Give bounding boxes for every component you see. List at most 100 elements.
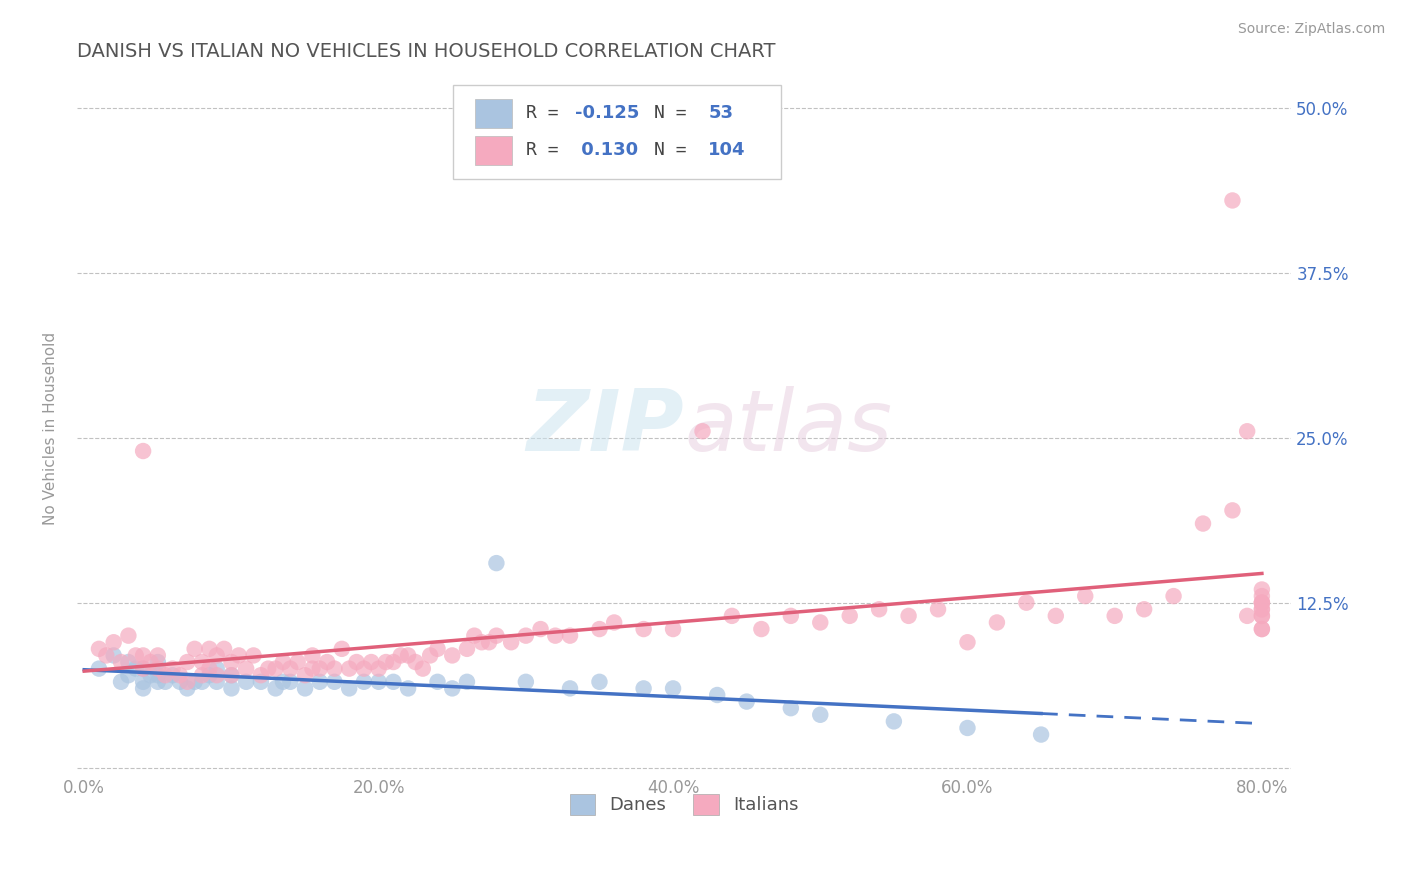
Text: -0.125: -0.125 bbox=[575, 103, 640, 122]
Point bbox=[1236, 608, 1258, 623]
Point bbox=[96, 648, 118, 663]
Point bbox=[271, 655, 294, 669]
Point bbox=[176, 655, 198, 669]
Point bbox=[153, 674, 176, 689]
Point bbox=[956, 635, 979, 649]
Point bbox=[808, 707, 831, 722]
Point bbox=[205, 662, 228, 676]
Point bbox=[1133, 602, 1156, 616]
Point bbox=[264, 681, 287, 696]
Point bbox=[110, 674, 132, 689]
Point bbox=[485, 556, 508, 570]
Point bbox=[633, 681, 655, 696]
Point bbox=[205, 674, 228, 689]
Point bbox=[1236, 424, 1258, 438]
Point bbox=[1251, 596, 1274, 610]
Point bbox=[132, 681, 155, 696]
Point bbox=[353, 662, 375, 676]
Point bbox=[1251, 602, 1274, 616]
Text: DANISH VS ITALIAN NO VEHICLES IN HOUSEHOLD CORRELATION CHART: DANISH VS ITALIAN NO VEHICLES IN HOUSEHO… bbox=[77, 42, 775, 61]
Point bbox=[139, 655, 162, 669]
Point bbox=[221, 668, 243, 682]
Point bbox=[692, 424, 714, 438]
Point bbox=[1015, 596, 1038, 610]
Point bbox=[868, 602, 890, 616]
Point bbox=[485, 629, 508, 643]
Point bbox=[346, 655, 368, 669]
Point bbox=[956, 721, 979, 735]
Point bbox=[478, 635, 501, 649]
Point bbox=[1251, 622, 1274, 636]
Point bbox=[808, 615, 831, 630]
Point bbox=[191, 668, 214, 682]
Point bbox=[396, 681, 419, 696]
Point bbox=[191, 674, 214, 689]
Point bbox=[1045, 608, 1067, 623]
Point bbox=[87, 641, 110, 656]
Point bbox=[426, 674, 449, 689]
Point bbox=[735, 695, 758, 709]
Point bbox=[382, 674, 405, 689]
Point bbox=[191, 655, 214, 669]
Text: atlas: atlas bbox=[685, 386, 891, 469]
Point bbox=[294, 668, 316, 682]
Text: 53: 53 bbox=[709, 103, 734, 122]
Legend: Danes, Italians: Danes, Italians bbox=[561, 785, 807, 824]
Point bbox=[558, 681, 581, 696]
Point bbox=[117, 668, 139, 682]
Y-axis label: No Vehicles in Household: No Vehicles in Household bbox=[44, 332, 58, 524]
Point bbox=[87, 662, 110, 676]
Point bbox=[375, 655, 398, 669]
Point bbox=[1251, 622, 1274, 636]
Point bbox=[183, 674, 205, 689]
Point bbox=[132, 674, 155, 689]
Point bbox=[169, 674, 191, 689]
Point bbox=[323, 674, 346, 689]
Point bbox=[986, 615, 1008, 630]
Text: 104: 104 bbox=[709, 141, 747, 159]
Text: R =: R = bbox=[526, 103, 569, 122]
Point bbox=[456, 641, 478, 656]
Point bbox=[221, 655, 243, 669]
Point bbox=[308, 662, 330, 676]
Point bbox=[501, 635, 523, 649]
Point bbox=[221, 668, 243, 682]
Point bbox=[264, 662, 287, 676]
Point bbox=[1222, 503, 1244, 517]
Point bbox=[205, 648, 228, 663]
Point bbox=[125, 648, 148, 663]
Point bbox=[751, 622, 773, 636]
Point bbox=[1163, 589, 1185, 603]
Point bbox=[419, 648, 441, 663]
Point bbox=[426, 641, 449, 656]
Point bbox=[257, 662, 280, 676]
Point bbox=[1251, 582, 1274, 597]
Point bbox=[360, 655, 382, 669]
Point bbox=[162, 662, 184, 676]
Point bbox=[198, 662, 221, 676]
Point bbox=[242, 648, 264, 663]
Point bbox=[278, 674, 301, 689]
Point bbox=[1251, 602, 1274, 616]
Point bbox=[330, 641, 353, 656]
Point bbox=[353, 674, 375, 689]
Point bbox=[1074, 589, 1097, 603]
Point bbox=[169, 668, 191, 682]
FancyBboxPatch shape bbox=[475, 136, 512, 165]
Point bbox=[515, 674, 537, 689]
Text: Source: ZipAtlas.com: Source: ZipAtlas.com bbox=[1237, 22, 1385, 37]
Point bbox=[132, 444, 155, 458]
Point bbox=[117, 629, 139, 643]
Point bbox=[125, 662, 148, 676]
Point bbox=[456, 674, 478, 689]
Point bbox=[558, 629, 581, 643]
Point bbox=[198, 641, 221, 656]
Point bbox=[146, 655, 169, 669]
Point bbox=[1222, 194, 1244, 208]
Point bbox=[367, 662, 389, 676]
Point bbox=[927, 602, 949, 616]
Text: N =: N = bbox=[654, 141, 697, 159]
Text: R =: R = bbox=[526, 141, 569, 159]
Point bbox=[176, 681, 198, 696]
Point bbox=[153, 668, 176, 682]
